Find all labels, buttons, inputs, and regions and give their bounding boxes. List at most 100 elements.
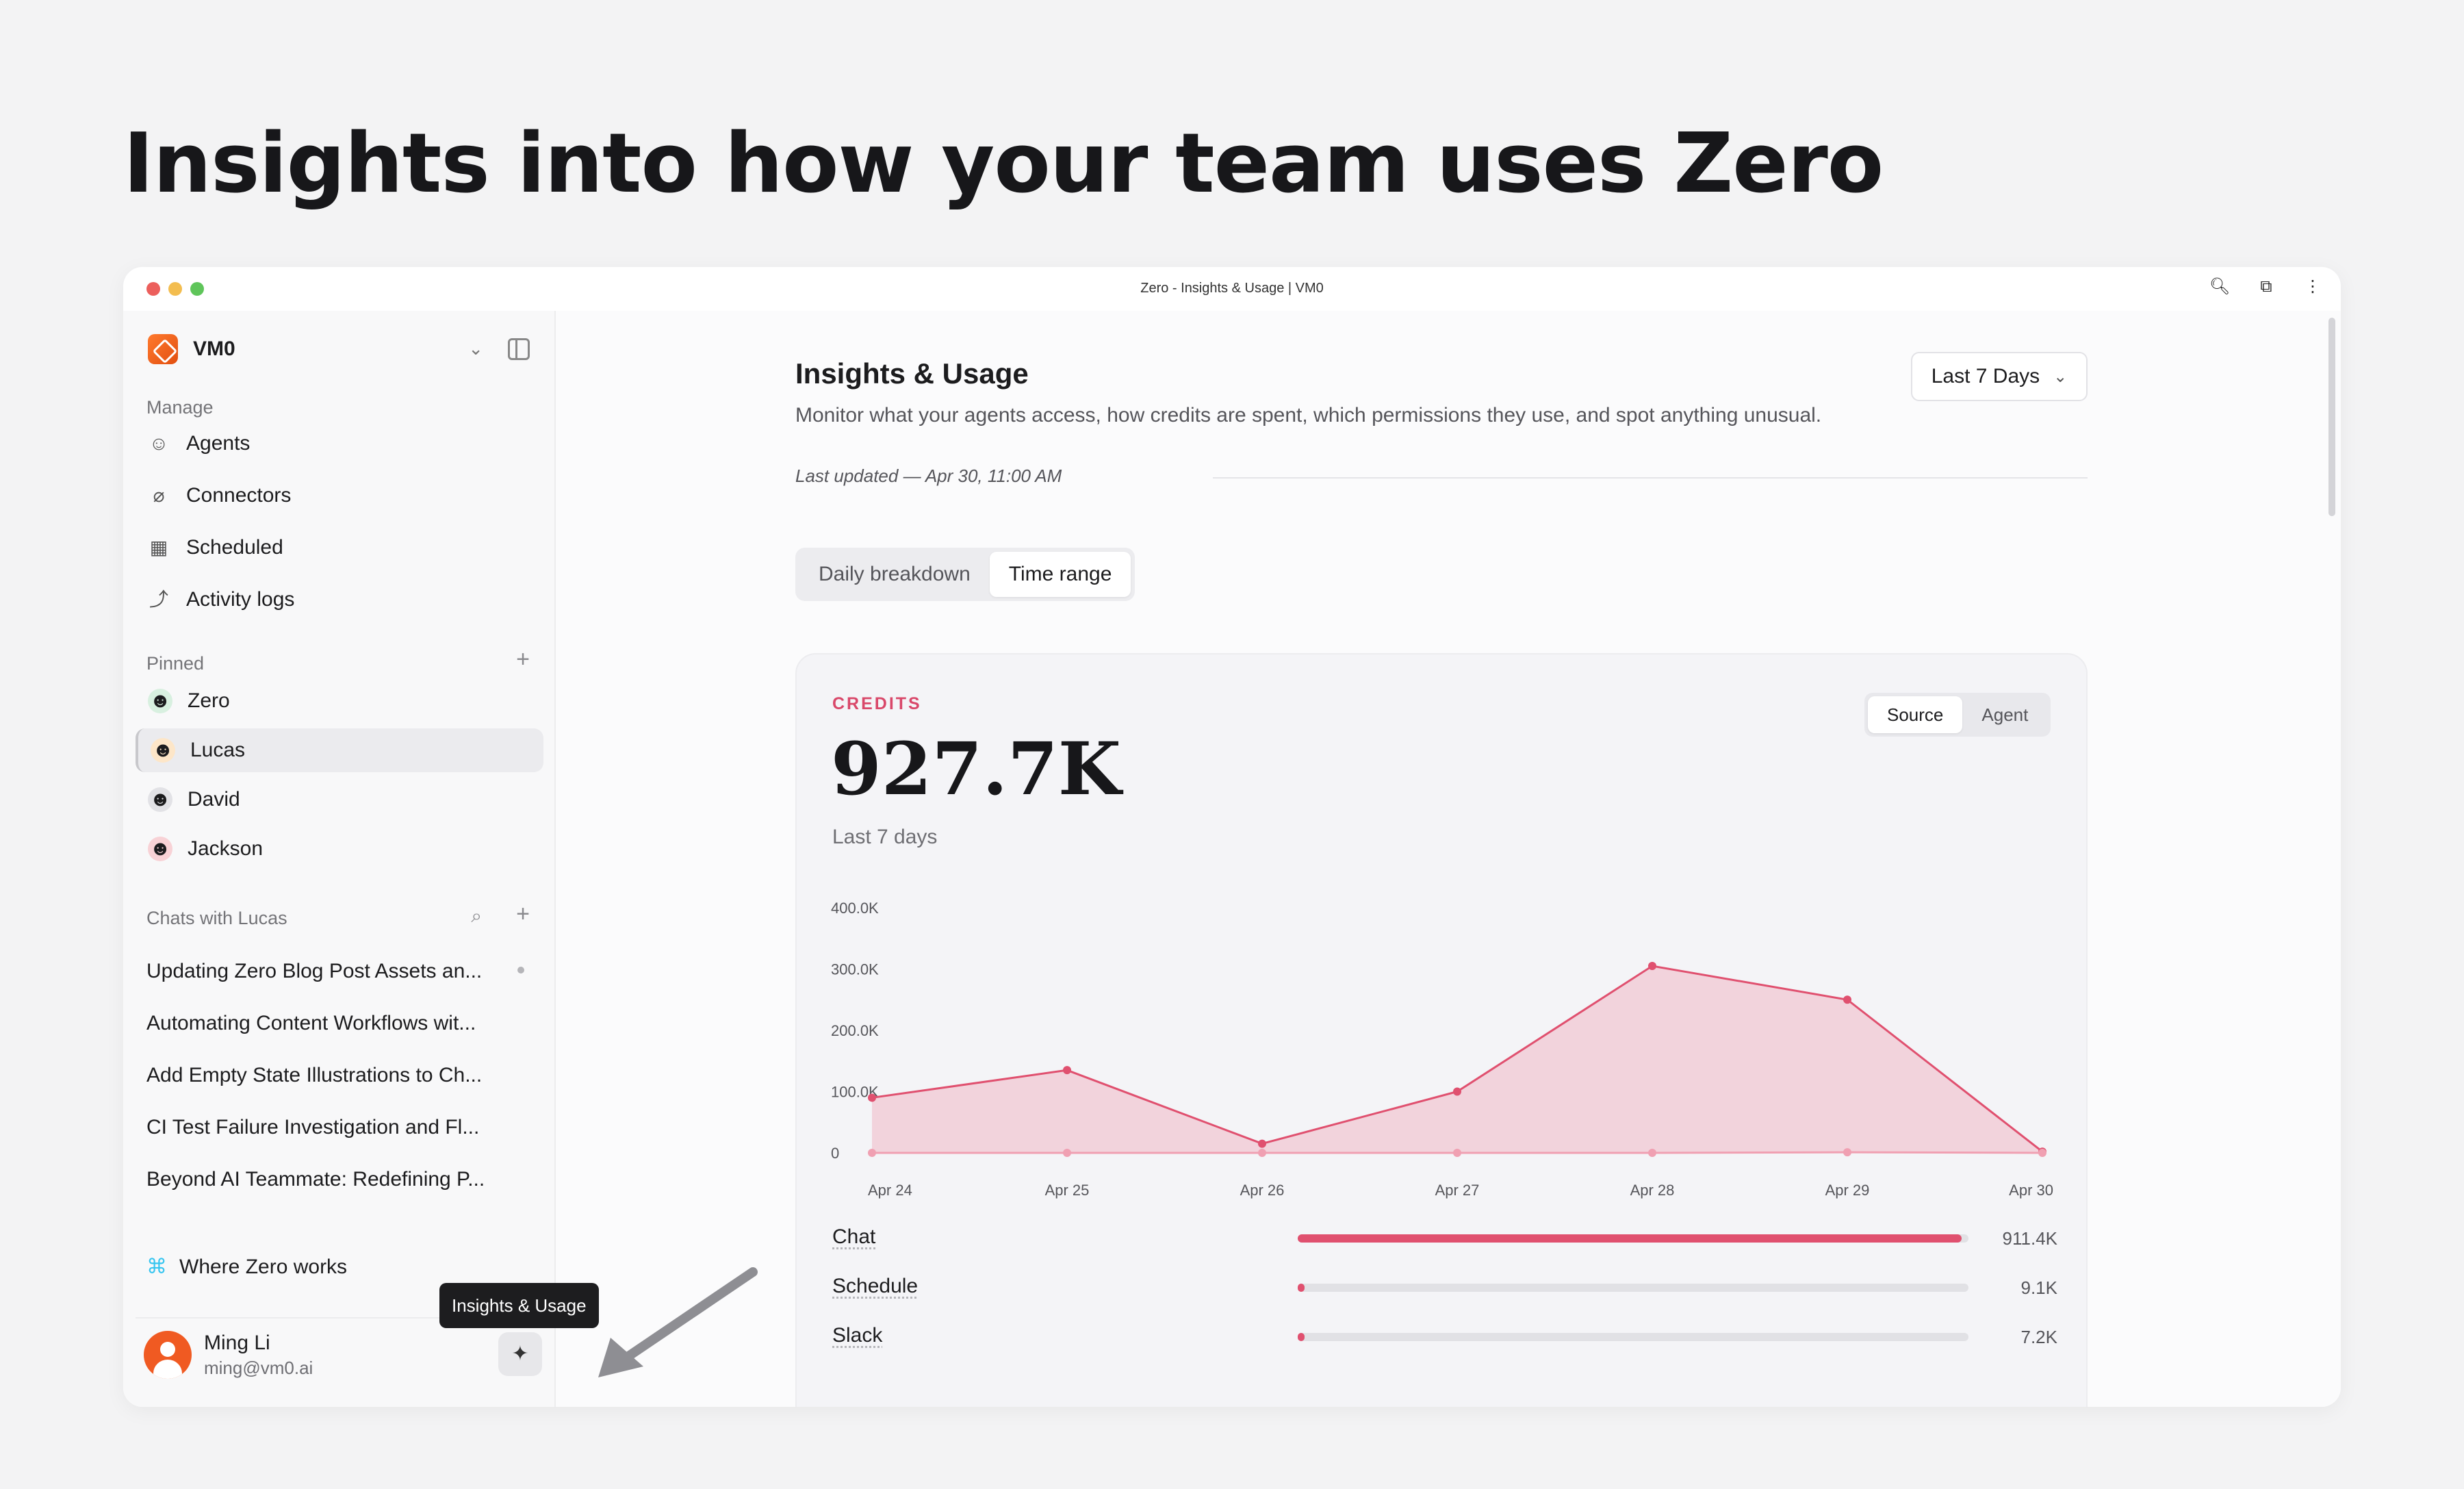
main-content: Insights & Usage Monitor what your agent… (556, 311, 2341, 1407)
search-chats-icon[interactable]: ⌕ (471, 905, 482, 926)
breakdown-row: Chat 911.4K (832, 1223, 2057, 1253)
david-avatar-icon: ☻ (148, 787, 172, 812)
pinned-item-zero[interactable]: ☻ Zero (136, 679, 543, 723)
pinned-item-jackson[interactable]: ☻ Jackson (136, 827, 543, 871)
breakdown-value: 911.4K (2002, 1228, 2057, 1249)
nav-scheduled-label: Scheduled (186, 536, 283, 559)
credits-label: CREDITS (832, 694, 922, 713)
chat-item[interactable]: CI Test Failure Investigation and Fl... (146, 1116, 480, 1138)
nav-agents-label: Agents (186, 432, 251, 455)
user-profile[interactable]: Ming Li ming@vm0.ai (144, 1331, 313, 1379)
data-point-secondary (1258, 1149, 1266, 1157)
nav-activity-logs-label: Activity logs (186, 588, 295, 611)
y-tick-label: 400.0K (831, 900, 879, 917)
minimize-window-button[interactable] (168, 282, 182, 296)
avatar (144, 1331, 192, 1379)
updated-divider (1213, 477, 2088, 479)
data-point-secondary (1843, 1148, 1851, 1157)
toggle-source[interactable]: Source (1868, 696, 1963, 733)
scrollbar[interactable] (2328, 318, 2335, 516)
zoom-icon[interactable]: 🔍︎ (2209, 277, 2231, 296)
breakdown-bar (1298, 1234, 1962, 1243)
pinned-item-david[interactable]: ☻ David (136, 778, 543, 822)
chat-item[interactable]: Add Empty State Illustrations to Ch... (146, 1064, 483, 1086)
workspace-switcher[interactable]: VM0 ⌄ (148, 327, 531, 371)
pinned-item-label: Jackson (188, 837, 264, 860)
add-chat-icon[interactable]: + (516, 901, 530, 927)
calendar-icon: ▦ (149, 537, 168, 558)
nav-connectors[interactable]: ⌀ Connectors (136, 474, 543, 518)
nav-activity-logs[interactable]: ⤴ Activity logs (136, 578, 543, 622)
y-tick-label: 200.0K (831, 1022, 879, 1039)
breakdown-value: 7.2K (2020, 1327, 2058, 1347)
user-name: Ming Li (204, 1331, 270, 1354)
data-point (1063, 1066, 1071, 1075)
insights-usage-button[interactable]: ✦ (498, 1332, 542, 1376)
pointer-arrow-icon (598, 1267, 758, 1377)
data-point-secondary (868, 1149, 876, 1157)
chevron-down-icon: ⌄ (2053, 367, 2068, 386)
pinned-item-label: Zero (188, 689, 230, 712)
data-point-secondary (1648, 1149, 1656, 1157)
hero-title: Insights into how your team uses Zero (123, 116, 1884, 212)
breakdown-label[interactable]: Chat (832, 1225, 876, 1248)
tooltip: Insights & Usage (439, 1283, 599, 1328)
where-zero-works-link[interactable]: ⌘ Where Zero works (146, 1256, 347, 1279)
lucas-avatar-icon: ☻ (151, 738, 175, 763)
breakdown-bar (1298, 1284, 1305, 1292)
chat-item[interactable]: Automating Content Workflows wit... (146, 1012, 476, 1034)
add-pinned-icon[interactable]: + (516, 646, 530, 672)
breakdown-label[interactable]: Slack (832, 1324, 883, 1347)
title-bar: Zero - Insights & Usage | VM0 🔍︎ ⧉ ⋮ (123, 267, 2341, 311)
x-tick-label: Apr 28 (1630, 1182, 1675, 1199)
pinned-section-label: Pinned (146, 653, 205, 674)
titlebar-actions: 🔍︎ ⧉ ⋮ (2208, 277, 2324, 296)
breakdown-row: Schedule 9.1K (832, 1272, 2057, 1302)
credits-period: Last 7 days (832, 826, 938, 848)
chat-item[interactable]: Beyond AI Teammate: Redefining P... (146, 1168, 485, 1191)
data-point-secondary (1063, 1149, 1071, 1157)
tab-daily-breakdown[interactable]: Daily breakdown (819, 563, 971, 585)
chart-line-icon: ⤴ (149, 589, 168, 610)
user-email: ming@vm0.ai (204, 1357, 313, 1378)
nav-agents[interactable]: ☺ Agents (136, 422, 543, 466)
extension-icon[interactable]: ⧉ (2260, 277, 2272, 296)
plug-icon: ⌀ (153, 485, 165, 506)
close-window-button[interactable] (146, 282, 160, 296)
tab-time-range[interactable]: Time range (989, 552, 1131, 597)
slack-icon: ⌘ (146, 1256, 167, 1278)
toggle-agent[interactable]: Agent (1981, 704, 2029, 725)
breakdown-track (1298, 1333, 1968, 1341)
data-point (1258, 1139, 1266, 1148)
sidebar: VM0 ⌄ Manage ☺ Agents ⌀ Connectors ▦ Sch… (123, 311, 556, 1407)
workspace-logo-icon (148, 334, 178, 364)
workspace-name: VM0 (193, 338, 235, 360)
maximize-window-button[interactable] (190, 282, 204, 296)
credits-total: 927.7K (831, 726, 1122, 811)
y-tick-label: 0 (831, 1145, 839, 1162)
breakdown-value: 9.1K (2020, 1277, 2058, 1298)
chevron-down-icon: ⌄ (468, 338, 483, 359)
date-range-select[interactable]: Last 7 Days ⌄ (1911, 352, 2088, 401)
toggle-sidebar-icon[interactable] (508, 338, 530, 360)
window-title: Zero - Insights & Usage | VM0 (1140, 281, 1324, 296)
breakdown-bar (1298, 1333, 1305, 1341)
app-window: Zero - Insights & Usage | VM0 🔍︎ ⧉ ⋮ VM0… (123, 267, 2341, 1407)
chat-item[interactable]: Updating Zero Blog Post Assets an... (146, 960, 483, 982)
pinned-item-lucas[interactable]: ☻ Lucas (136, 728, 543, 772)
x-tick-label: Apr 26 (1240, 1182, 1285, 1199)
page-subtitle: Monitor what your agents access, how cre… (795, 404, 1822, 427)
where-zero-works-label: Where Zero works (179, 1256, 348, 1278)
x-tick-label: Apr 30 (2009, 1182, 2053, 1199)
breakdown-track (1298, 1234, 1968, 1243)
data-point-secondary (1453, 1149, 1461, 1157)
manage-section-label: Manage (146, 397, 214, 418)
data-point (1648, 962, 1656, 971)
page-title: Insights & Usage (795, 357, 1029, 390)
more-vertical-icon[interactable]: ⋮ (2305, 277, 2321, 296)
data-point-secondary (2038, 1149, 2046, 1157)
breakdown-label[interactable]: Schedule (832, 1275, 919, 1297)
nav-scheduled[interactable]: ▦ Scheduled (136, 526, 543, 570)
breakdown-track (1298, 1284, 1968, 1292)
